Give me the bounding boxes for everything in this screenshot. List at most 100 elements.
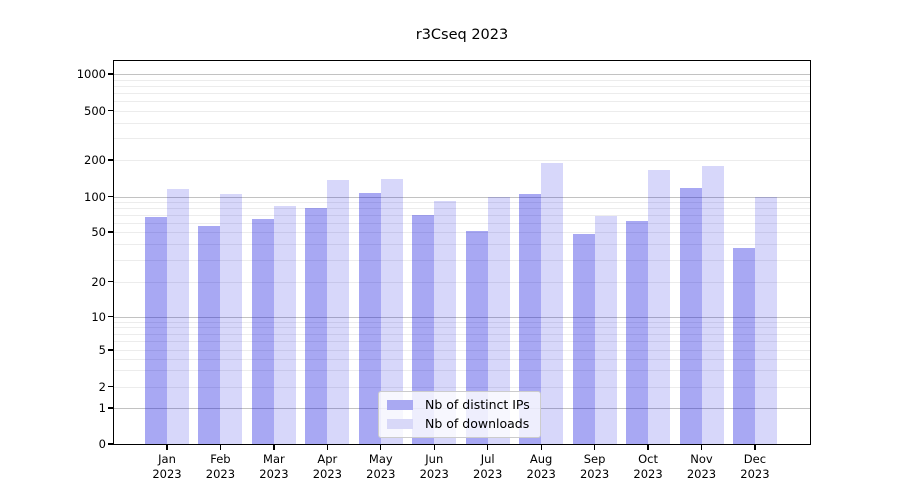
x-tick-mark-feb xyxy=(219,445,222,451)
bar-distinct-ips-may xyxy=(358,193,381,444)
bar-downloads-aug xyxy=(541,162,564,444)
x-tick-label-nov: Nov 2023 xyxy=(686,452,717,481)
bar-distinct-ips-jul xyxy=(465,230,488,444)
y-tick-label-0: 0 xyxy=(98,437,106,451)
bar-downloads-may xyxy=(380,179,403,444)
x-tick-label-sep: Sep 2023 xyxy=(579,452,610,481)
gridline-minor-70 xyxy=(114,214,810,216)
bar-downloads-mar xyxy=(273,206,296,444)
bar-downloads-nov xyxy=(701,165,724,444)
y-tick-label-50: 50 xyxy=(91,225,106,239)
gridline-minor-40 xyxy=(114,244,810,246)
gridline-minor-9 xyxy=(114,321,810,323)
x-tick-label-aug: Aug 2023 xyxy=(526,452,556,481)
plot-spine-left xyxy=(112,59,114,446)
y-tick-label-500: 500 xyxy=(84,103,106,118)
bar-distinct-ips-feb xyxy=(198,226,221,444)
plot-area xyxy=(114,61,810,444)
legend-item-distinct-ips: Nb of distinct IPs xyxy=(387,397,530,412)
y-tick-mark-0 xyxy=(107,443,113,445)
bar-downloads-jan xyxy=(167,189,189,444)
y-tick-mark-500 xyxy=(107,109,113,112)
x-tick-label-oct: Oct 2023 xyxy=(633,452,663,481)
bar-downloads-jun xyxy=(434,200,457,444)
gridline-minor-200 xyxy=(114,160,810,161)
bar-distinct-ips-oct xyxy=(626,220,649,444)
bar-downloads-jul xyxy=(487,196,510,444)
bar-downloads-oct xyxy=(648,170,671,444)
x-tick-label-jul: Jul 2023 xyxy=(473,452,503,481)
x-tick-label-jan: Jan 2023 xyxy=(152,452,182,481)
bar-distinct-ips-mar xyxy=(251,218,274,444)
gridline-minor-8 xyxy=(114,327,810,329)
x-tick-mark-dec xyxy=(754,445,756,451)
x-tick-label-feb: Feb 2023 xyxy=(205,452,236,481)
legend-swatch-downloads xyxy=(387,418,413,429)
y-tick-mark-5 xyxy=(107,349,113,351)
bar-distinct-ips-sep xyxy=(572,234,595,444)
gridline-major-10 xyxy=(114,316,810,318)
x-tick-label-apr: Apr 2023 xyxy=(312,452,342,481)
gridline-minor-500 xyxy=(114,110,810,112)
gridline-minor-700 xyxy=(114,92,810,94)
legend-label-distinct-ips: Nb of distinct IPs xyxy=(425,397,530,412)
x-tick-mark-jul xyxy=(487,445,489,451)
gridline-major-1000 xyxy=(114,74,810,75)
gridline-minor-600 xyxy=(114,100,810,102)
gridline-minor-900 xyxy=(114,79,810,81)
bar-distinct-ips-aug xyxy=(519,194,542,444)
x-tick-mark-oct xyxy=(647,445,649,451)
y-tick-label-10: 10 xyxy=(91,309,106,324)
bar-distinct-ips-nov xyxy=(679,187,702,444)
y-tick-mark-100 xyxy=(107,195,113,198)
gridline-minor-50 xyxy=(114,232,810,233)
y-tick-label-200: 200 xyxy=(84,153,106,167)
gridline-minor-300 xyxy=(114,138,810,140)
x-tick-mark-jun xyxy=(433,445,435,451)
y-tick-label-1000: 1000 xyxy=(76,67,106,81)
bar-downloads-apr xyxy=(327,179,350,444)
gridline-major-100 xyxy=(114,196,810,198)
legend-label-downloads: Nb of downloads xyxy=(425,416,530,431)
gridline-minor-60 xyxy=(114,222,810,224)
gridline-minor-3 xyxy=(114,370,810,372)
gridline-minor-2 xyxy=(114,386,810,388)
bar-downloads-sep xyxy=(594,215,617,444)
bar-downloads-dec xyxy=(754,196,777,444)
bar-distinct-ips-jun xyxy=(412,214,435,444)
gridline-minor-90 xyxy=(114,201,810,203)
y-tick-mark-2 xyxy=(107,385,113,388)
x-tick-label-dec: Dec 2023 xyxy=(740,452,770,481)
plot-spine-right xyxy=(810,59,812,446)
x-tick-mark-mar xyxy=(273,445,275,451)
y-tick-label-5: 5 xyxy=(98,343,106,357)
legend-swatch-distinct-ips xyxy=(387,399,413,410)
x-tick-mark-jan xyxy=(166,445,168,451)
x-tick-mark-sep xyxy=(593,445,596,451)
bar-distinct-ips-dec xyxy=(732,248,755,444)
legend-item-downloads: Nb of downloads xyxy=(387,416,530,431)
gridline-minor-4 xyxy=(114,358,810,360)
y-tick-label-2: 2 xyxy=(98,379,106,394)
bar-downloads-feb xyxy=(220,194,243,444)
gridline-minor-6 xyxy=(114,341,810,343)
gridline-minor-800 xyxy=(114,85,810,87)
x-tick-label-jun: Jun 2023 xyxy=(419,452,449,481)
gridline-minor-20 xyxy=(114,281,810,283)
y-tick-mark-10 xyxy=(107,315,113,318)
y-tick-label-1: 1 xyxy=(98,401,106,415)
chart-title: r3Cseq 2023 xyxy=(415,27,509,43)
x-tick-mark-nov xyxy=(700,445,703,451)
y-tick-mark-1000 xyxy=(107,73,113,75)
gridline-minor-400 xyxy=(114,122,810,124)
legend: Nb of distinct IPs Nb of downloads xyxy=(378,391,541,438)
y-tick-mark-1 xyxy=(107,407,113,409)
plot-spine-bottom xyxy=(113,444,812,446)
y-tick-mark-200 xyxy=(107,159,113,161)
gridline-minor-30 xyxy=(114,259,810,261)
bar-distinct-ips-jan xyxy=(145,217,167,444)
gridline-minor-7 xyxy=(114,333,810,335)
x-tick-label-mar: Mar 2023 xyxy=(259,452,289,481)
y-tick-mark-20 xyxy=(107,280,113,283)
